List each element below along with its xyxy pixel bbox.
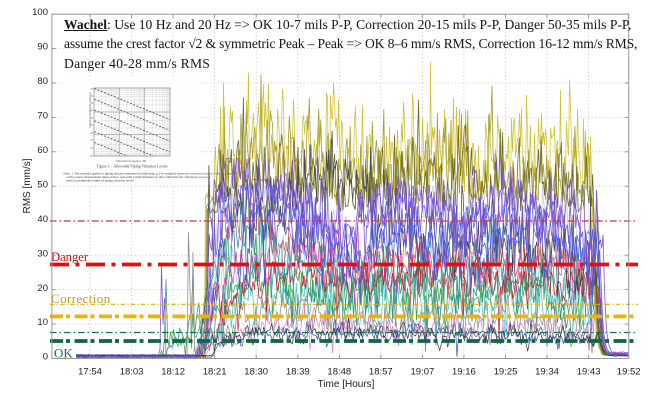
svg-text:18:30: 18:30	[244, 367, 268, 378]
svg-text:19:25: 19:25	[494, 367, 518, 378]
svg-text:19:07: 19:07	[411, 367, 435, 378]
svg-text:Figure 1 – Allowable Piping Vi: Figure 1 – Allowable Piping Vibration Le…	[96, 165, 168, 169]
svg-text:60: 60	[37, 145, 48, 156]
svg-text:18:03: 18:03	[120, 367, 144, 378]
svg-text:70: 70	[37, 111, 48, 122]
svg-text:Note: 1. The standard applies: Note: 1. The standard applies to piping …	[64, 172, 237, 176]
svg-text:19:16: 19:16	[452, 367, 476, 378]
svg-text:80: 80	[37, 76, 48, 87]
svg-text:18:48: 18:48	[327, 367, 351, 378]
svg-text:RMS [mm/s]: RMS [mm/s]	[22, 158, 33, 213]
svg-text:Vibration frequency, Hz: Vibration frequency, Hz	[116, 159, 147, 164]
svg-text:20: 20	[37, 283, 48, 294]
svg-text:19:34: 19:34	[535, 367, 559, 378]
svg-text:Time [Hours]: Time [Hours]	[318, 379, 375, 390]
svg-text:0: 0	[43, 352, 48, 363]
svg-text:Danger: Danger	[51, 250, 89, 264]
svg-text:90: 90	[37, 42, 48, 53]
svg-text:18:12: 18:12	[161, 367, 185, 378]
svg-text:of the screen; measurement tak: of the screen; measurement taken at max.…	[66, 175, 211, 179]
svg-text:19:43: 19:43	[577, 367, 601, 378]
svg-text:50: 50	[37, 179, 48, 190]
svg-text:19:52: 19:52	[617, 367, 641, 378]
svg-text:18:39: 18:39	[286, 367, 310, 378]
svg-text:100: 100	[32, 7, 48, 18]
svg-text:17:54: 17:54	[78, 367, 102, 378]
svg-text:10: 10	[37, 317, 48, 328]
svg-text:18:57: 18:57	[369, 367, 393, 378]
svg-text:40: 40	[37, 214, 48, 225]
svg-text:Correction: Correction	[51, 291, 111, 306]
svg-text:18:21: 18:21	[203, 367, 227, 378]
svg-text:basis for permissible limits o: basis for permissible limits of piping v…	[66, 178, 134, 182]
svg-text:OK: OK	[54, 346, 73, 361]
svg-text:30: 30	[37, 248, 48, 259]
